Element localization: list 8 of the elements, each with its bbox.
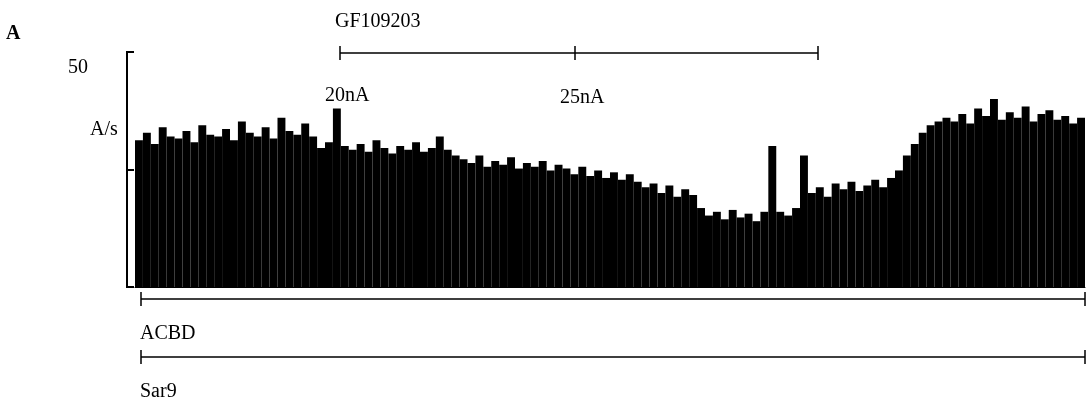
annotation: 20nA bbox=[325, 83, 370, 105]
text: GF109203 bbox=[335, 9, 421, 31]
text: Sar9 bbox=[140, 379, 177, 401]
annotation: 25nA bbox=[560, 85, 605, 107]
text: 50 bbox=[68, 55, 88, 77]
text: ACBD bbox=[140, 321, 196, 343]
text: A/s bbox=[90, 117, 118, 139]
text: A bbox=[6, 21, 21, 43]
